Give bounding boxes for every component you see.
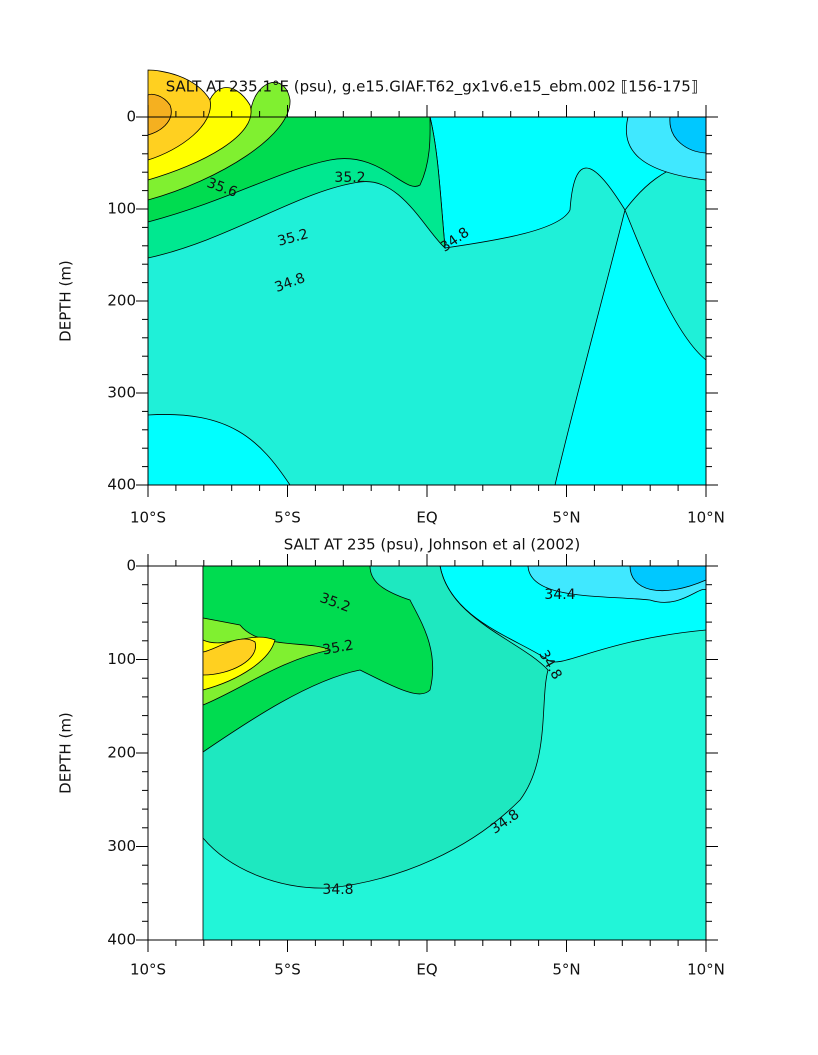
x-tick-label: 5°N (552, 961, 580, 979)
contour-field (202, 565, 707, 941)
x-tick-label: 5°N (552, 509, 580, 527)
y-axis-label: DEPTH (m) (57, 712, 75, 794)
y-axis-label: DEPTH (m) (57, 260, 75, 342)
y-tick-label: 200 (107, 292, 136, 310)
x-tick-label: 10°S (130, 509, 166, 527)
contour-region (202, 617, 332, 706)
contour-region (147, 69, 211, 161)
y-tick-label: 300 (107, 384, 136, 402)
contour-label: 35.2 (334, 170, 365, 186)
contour-label: 34.8 (322, 882, 353, 898)
y-tick-label: 400 (107, 476, 136, 494)
contour-label: 35.2 (321, 637, 354, 658)
contour-label: 34.4 (544, 587, 575, 603)
contour-region (202, 565, 434, 753)
x-tick-label: 10°N (687, 961, 725, 979)
y-tick-label: 0 (126, 557, 136, 575)
y-tick-label: 400 (107, 931, 136, 949)
x-tick-label: 5°S (274, 509, 301, 527)
contour-region (147, 93, 172, 136)
contour-field (147, 69, 707, 486)
x-tick-label: 10°N (687, 509, 725, 527)
chart-title: SALT AT 235 (psu), Johnson et al (2002) (284, 536, 581, 554)
contour-region (202, 638, 256, 676)
y-tick-label: 0 (126, 108, 136, 126)
contour-label: 35.2 (276, 226, 310, 250)
y-tick-label: 100 (107, 200, 136, 218)
y-tick-label: 200 (107, 744, 136, 762)
contour-region (429, 116, 707, 486)
x-tick-label: 5°S (274, 961, 301, 979)
y-tick-label: 100 (107, 650, 136, 668)
x-tick-label: EQ (416, 509, 437, 527)
x-tick-label: EQ (416, 961, 437, 979)
chart-title: SALT AT 235.1°E (psu), g.e15.GIAF.T62_gx… (166, 78, 699, 97)
x-tick-label: 10°S (130, 961, 166, 979)
y-tick-label: 300 (107, 837, 136, 855)
